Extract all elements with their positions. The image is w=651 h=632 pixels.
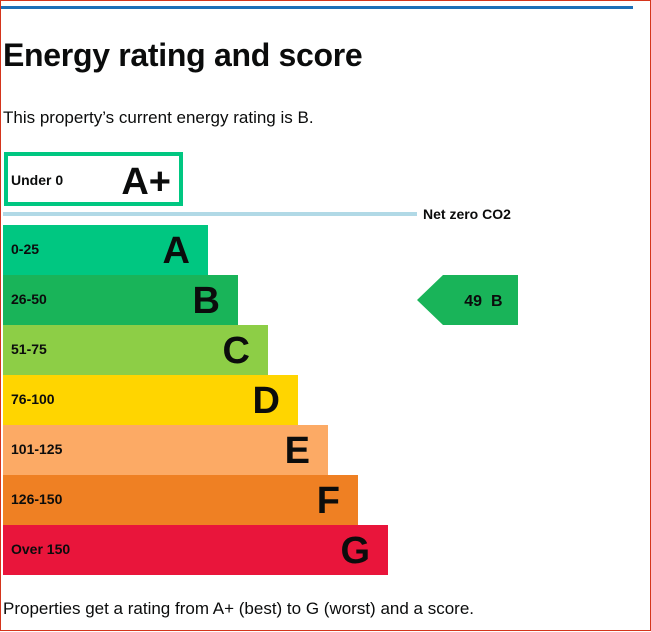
- band-aplus-letter: A+: [121, 161, 171, 203]
- band-letter: A: [163, 230, 190, 272]
- netzero-line: [3, 212, 417, 216]
- band-range-label: 101-125: [11, 441, 63, 457]
- band-bar: [3, 225, 208, 275]
- band-e: 101-125 E: [3, 425, 328, 475]
- band-aplus: Under 0 A+: [4, 152, 183, 206]
- band-d: 76-100 D: [3, 375, 298, 425]
- band-letter: F: [317, 480, 340, 522]
- band-c: 51-75 C: [3, 325, 268, 375]
- current-layer: 49 B: [417, 275, 518, 325]
- band-bar: [3, 375, 298, 425]
- band-bar: [3, 275, 238, 325]
- band-aplus-box: [4, 152, 183, 206]
- current-rating: B: [491, 293, 503, 310]
- band-g: Over 150 G: [3, 525, 388, 575]
- intro-text: This property’s current energy rating is…: [3, 108, 314, 127]
- band-range-label: 76-100: [11, 391, 55, 407]
- band-range-label: 51-75: [11, 341, 47, 357]
- band-bar: [3, 475, 358, 525]
- page-title: Energy rating and score: [3, 37, 363, 73]
- band-letter: B: [193, 280, 220, 322]
- band-b: 26-50 B: [3, 275, 238, 325]
- top-rule: [1, 6, 633, 9]
- band-range-label: Over 150: [11, 541, 70, 557]
- current-score: 49: [464, 293, 482, 310]
- band-letter: D: [253, 380, 280, 422]
- band-a: 0-25 A: [3, 225, 208, 275]
- current-rating-arrow: 49 B: [417, 275, 518, 325]
- bands-layer: Under 0 A+0-25 A26-50 B51-75 C76-100 D101-125…: [3, 152, 388, 575]
- band-letter: E: [285, 430, 310, 472]
- band-range-label: 0-25: [11, 241, 39, 257]
- netzero-layer: Net zero CO2: [3, 206, 511, 222]
- footer-text: Properties get a rating from A+ (best) t…: [3, 599, 475, 618]
- current-rating-arrow-shape: [417, 275, 518, 325]
- netzero-label: Net zero CO2: [423, 206, 511, 222]
- band-bar: [3, 425, 328, 475]
- band-letter: G: [340, 530, 370, 572]
- band-range-label: 126-150: [11, 491, 63, 507]
- band-range-label: 26-50: [11, 291, 47, 307]
- band-letter: C: [223, 330, 250, 372]
- band-bar: [3, 325, 268, 375]
- band-bar: [3, 525, 388, 575]
- band-f: 126-150 F: [3, 475, 358, 525]
- band-aplus-range: Under 0: [11, 172, 63, 188]
